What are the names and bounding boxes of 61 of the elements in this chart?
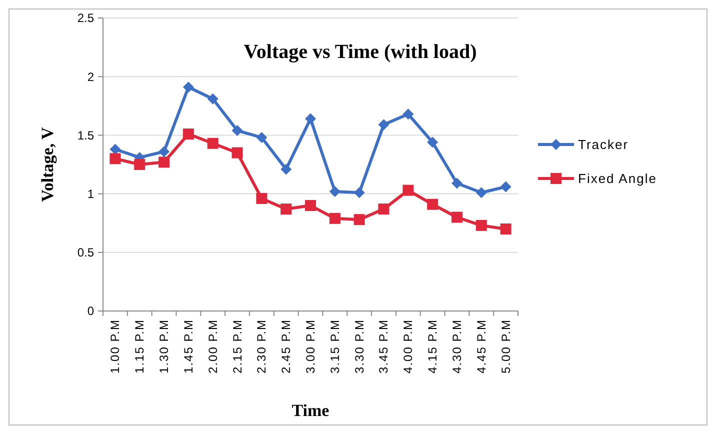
- y-tick-label: 1.5: [77, 128, 94, 142]
- point: [182, 128, 194, 140]
- x-tick-label: 1.00 P.M: [108, 319, 122, 374]
- x-tick-label: 2.15 P.M: [230, 319, 244, 374]
- x-tick-label: 2.30 P.M: [254, 319, 269, 374]
- point: [476, 187, 487, 198]
- x-tick-label: 3.30 P.M: [352, 319, 366, 374]
- point: [500, 223, 512, 234]
- point: [402, 184, 414, 196]
- point: [500, 181, 512, 192]
- x-tick-label: 2.45 P.M: [279, 319, 294, 374]
- x-tick-label: 1.15 P.M: [132, 319, 147, 374]
- legend-label: Fixed Angle: [578, 171, 657, 186]
- point: [280, 164, 292, 175]
- point: [329, 212, 340, 224]
- x-tick-label: 4.15 P.M: [426, 319, 440, 374]
- y-tick-label: 0.5: [77, 246, 94, 260]
- point: [207, 138, 218, 149]
- point: [354, 214, 365, 226]
- point: [476, 220, 487, 231]
- x-tick-label: 3.00 P.M: [304, 319, 318, 374]
- x-tick-label: 4.00 P.M: [401, 319, 416, 374]
- point: [256, 192, 268, 204]
- text: Voltage vs Time (with load): [244, 41, 477, 63]
- point: [329, 186, 340, 197]
- legend-label: Tracker: [578, 137, 629, 152]
- point: [110, 144, 121, 155]
- point: [427, 136, 438, 148]
- point: [158, 146, 170, 158]
- x-tick-label: 4.45 P.M: [474, 319, 488, 374]
- point: [134, 159, 146, 170]
- x-tick-label: 4.30 P.M: [450, 319, 464, 374]
- y-tick-label: 1: [87, 187, 94, 201]
- point: [427, 198, 438, 210]
- point: [378, 119, 390, 130]
- y-tick-label: 2.5: [77, 11, 94, 26]
- point: [402, 108, 414, 120]
- point: [305, 200, 316, 212]
- point: [110, 153, 121, 164]
- point: [182, 82, 194, 93]
- x-tick-label: 1.30 P.M: [157, 319, 172, 374]
- point: [451, 212, 462, 223]
- x-tick-label: 3.45 P.M: [376, 319, 391, 374]
- x-tick-label: 2.00 P.M: [206, 319, 220, 374]
- point: [158, 156, 170, 168]
- x-tick-label: 5.00 P.M: [498, 319, 513, 374]
- y-axis-title: Voltage, V: [38, 126, 57, 202]
- point: [256, 132, 268, 144]
- point: [280, 204, 292, 215]
- point: [354, 187, 365, 198]
- y-tick-label: 2: [87, 70, 94, 84]
- point: [232, 147, 243, 158]
- x-tick-label: 1.45 P.M: [181, 319, 196, 374]
- point: [378, 204, 390, 215]
- point: [305, 113, 316, 124]
- y-tick-label: 0: [87, 304, 94, 318]
- point: [207, 93, 218, 104]
- x-tick-label: 3.15 P.M: [328, 319, 342, 374]
- x-axis-title: Time: [292, 401, 330, 420]
- point: [232, 125, 243, 136]
- point: [451, 178, 462, 189]
